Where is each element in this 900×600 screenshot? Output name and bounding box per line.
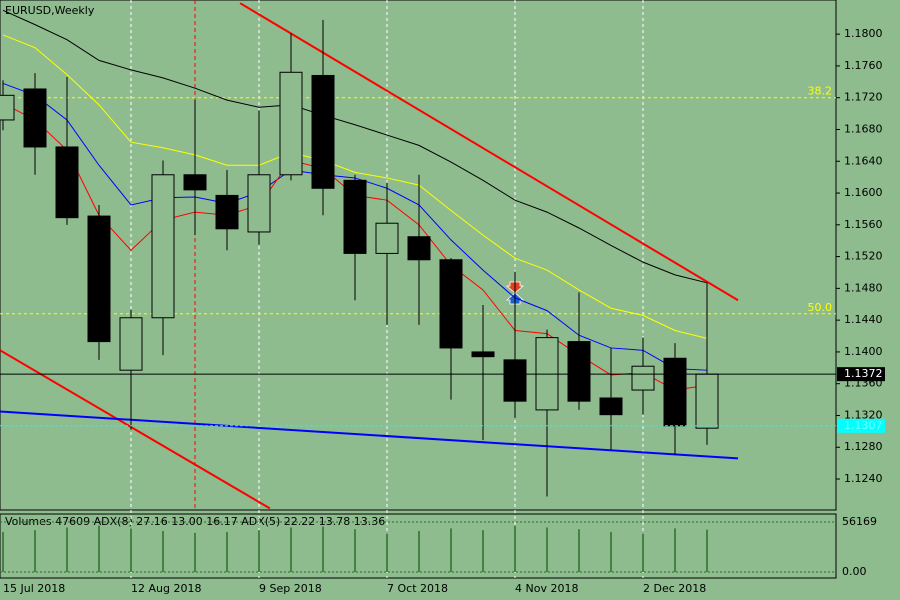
y-tick-label: 1.1640 [844,154,883,167]
fib-label: 50.0 [808,301,833,314]
candle-body [343,179,367,254]
y-tick-label: 1.1520 [844,250,883,263]
y-tick-label: 1.1600 [844,186,883,199]
candle-body [279,71,303,176]
y-tick-label: 1.1400 [844,345,883,358]
x-tick-label: 7 Oct 2018 [387,582,448,595]
trendline [0,410,739,460]
x-tick-label: 9 Sep 2018 [259,582,322,595]
y-tick-label: 1.1480 [844,281,883,294]
y-tick-label: 1.1280 [844,440,883,453]
candle-body [311,74,335,189]
y-tick-label: 0.00 [842,565,867,578]
candle-body [23,88,47,148]
y-tick-label: 1.1320 [844,408,883,421]
panel-title: Volumes 47609 ADX(8) 27.16 13.00 16.17 A… [5,515,385,528]
plot-frame [0,0,837,511]
candle-body [151,174,175,319]
candle-body [663,357,687,427]
moving-average [2,9,708,284]
chart-title: EURUSD,Weekly [5,4,95,17]
candle-body [503,359,527,402]
x-tick-label: 12 Aug 2018 [131,582,201,595]
panel-frame [0,513,837,579]
y-tick-label: 1.1440 [844,313,883,326]
y-tick-label: 56169 [842,515,877,528]
moving-average [2,34,708,339]
candle-body [183,174,207,191]
y-tick-label: 1.1240 [844,472,883,485]
candle-body [471,351,495,358]
candle-body [247,174,271,233]
y-tick-label: 1.1760 [844,59,883,72]
price-box [837,367,885,382]
candle-body [631,365,655,391]
trendline [0,349,271,510]
x-tick-label: 4 Nov 2018 [515,582,578,595]
y-tick-label: 1.1800 [844,27,883,40]
fib-label: 38.2 [808,85,833,98]
candle-body [119,317,143,371]
candle-body [87,215,111,343]
candle-body [0,94,15,121]
x-tick-label: 15 Jul 2018 [3,582,65,595]
x-tick-label: 2 Dec 2018 [643,582,706,595]
candle-body [375,222,399,254]
candle-body [55,146,79,219]
y-tick-label: 1.1560 [844,218,883,231]
candle-body [567,341,591,402]
candle-body [215,194,239,230]
candle-body [695,373,719,429]
ask-label: 1.1307 [844,419,883,432]
candle-body [439,259,463,349]
ask-box [837,418,885,433]
candle-body [599,397,623,416]
price-label: 1.1372 [844,367,883,380]
y-tick-label: 1.1680 [844,122,883,135]
y-tick-label: 1.1720 [844,91,883,104]
candle-body [407,236,431,261]
